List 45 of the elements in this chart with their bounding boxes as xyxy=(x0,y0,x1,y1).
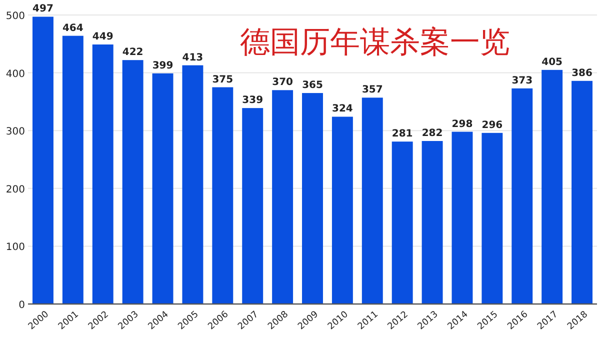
data-label: 422 xyxy=(122,47,144,58)
data-label: 282 xyxy=(422,128,443,140)
data-label: 296 xyxy=(482,120,503,131)
bar xyxy=(572,80,593,304)
bar xyxy=(332,116,353,304)
data-label: 375 xyxy=(212,74,234,86)
data-label: 339 xyxy=(242,95,264,106)
bar xyxy=(542,70,563,304)
bar xyxy=(422,141,443,304)
data-label: 399 xyxy=(152,60,174,72)
bar xyxy=(362,98,383,304)
data-label: 373 xyxy=(512,75,533,86)
data-label: 357 xyxy=(362,84,383,96)
bar xyxy=(62,36,84,304)
bar xyxy=(482,132,503,304)
bar xyxy=(122,60,144,304)
data-label: 497 xyxy=(32,4,54,15)
bar xyxy=(452,132,473,304)
data-label: 464 xyxy=(62,22,84,34)
data-label: 365 xyxy=(302,80,323,92)
y-tick-label: 200 xyxy=(6,184,25,196)
data-label: 386 xyxy=(572,68,593,79)
data-label: 413 xyxy=(182,52,204,64)
y-tick-label: 0 xyxy=(18,300,25,311)
bar xyxy=(302,93,323,304)
y-tick-label: 300 xyxy=(6,126,25,138)
bar xyxy=(182,65,204,304)
y-tick-label: 400 xyxy=(6,68,25,80)
bar xyxy=(242,108,264,304)
data-label: 449 xyxy=(92,31,114,42)
bar xyxy=(152,73,174,304)
data-label: 324 xyxy=(332,104,353,115)
bar xyxy=(512,88,533,304)
chart-title: 德国历年谋杀案一览 xyxy=(240,25,510,60)
bar xyxy=(92,44,114,304)
data-label: 370 xyxy=(272,77,294,88)
bar xyxy=(32,16,54,304)
y-tick-label: 500 xyxy=(6,11,25,22)
bar xyxy=(272,90,294,304)
data-label: 405 xyxy=(542,56,563,68)
bar xyxy=(212,87,234,304)
data-label: 298 xyxy=(452,118,473,130)
y-tick-label: 100 xyxy=(6,242,25,254)
bar xyxy=(392,142,413,304)
data-label: 281 xyxy=(392,128,413,140)
